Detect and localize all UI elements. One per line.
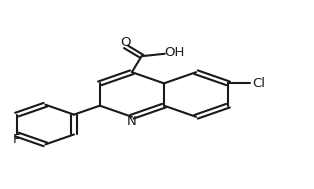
Text: F: F (13, 133, 21, 146)
Text: OH: OH (165, 46, 185, 59)
Text: O: O (120, 36, 131, 49)
Text: Cl: Cl (252, 77, 265, 90)
Text: N: N (127, 115, 137, 128)
